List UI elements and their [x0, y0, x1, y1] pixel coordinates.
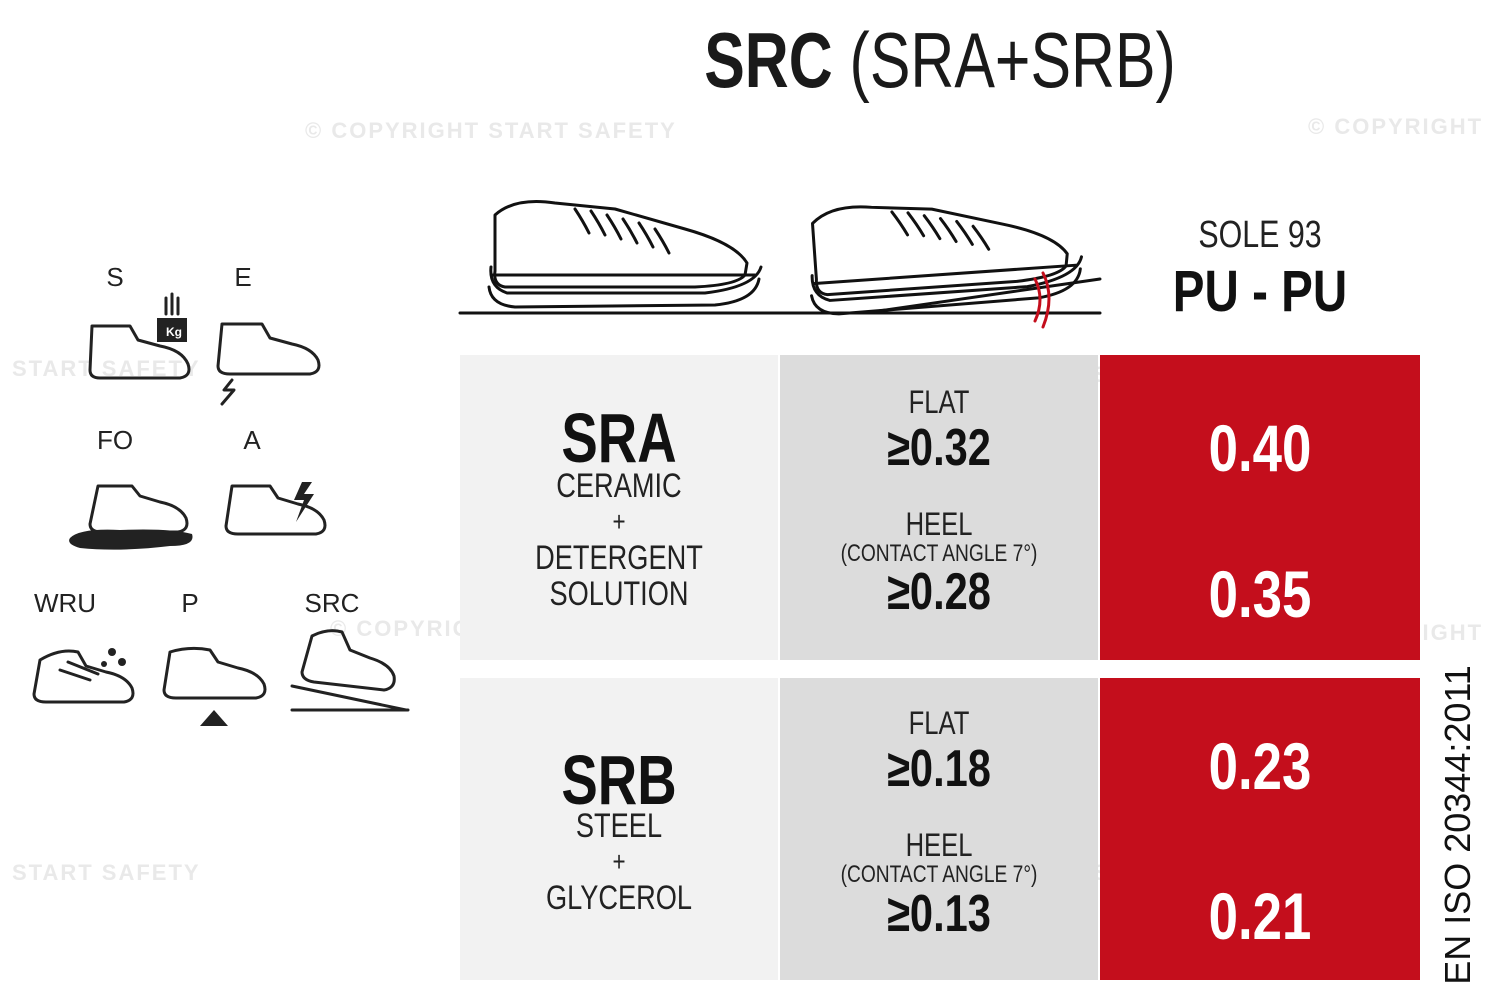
heel-energy-shoe-icon: [216, 322, 321, 406]
sra-result-cell: [1100, 355, 1420, 660]
sra-surface-cell: [460, 355, 778, 660]
icon-label-p: P: [181, 588, 199, 618]
sole-test-illustration: [458, 200, 1102, 329]
icon-label-fo: FO: [96, 425, 134, 455]
sra-heel-note: (CONTACT ANGLE 7°): [840, 540, 1038, 567]
title-sub: (SRA+SRB): [849, 16, 1176, 104]
sra-surface-line: SOLUTION: [549, 575, 689, 613]
watermark-copyright: © COPYRIGHT: [1308, 114, 1484, 139]
svg-text:Kg: Kg: [166, 325, 182, 339]
sole-label: SOLE 93: [1198, 214, 1322, 256]
slope-line: [863, 277, 1102, 315]
slip-resistance-shoe-icon: [290, 629, 410, 712]
icon-label-s: S: [106, 262, 124, 292]
sra-flat-min: ≥0.32: [887, 419, 991, 477]
sra-requirement-cell: [780, 355, 1098, 660]
fuel-oil-shoe-icon: [69, 484, 193, 550]
title-main: SRC: [704, 16, 833, 104]
sra-heel-min: ≥0.28: [887, 563, 991, 621]
srb-flat-min: ≥0.18: [887, 740, 991, 798]
srb-requirement-cell: [780, 678, 1098, 980]
srb-surface-line: +: [612, 846, 626, 877]
watermark-copyright: © COPYRIGHT START SAFETY: [305, 118, 677, 143]
shoe-heel-icon: [810, 205, 1083, 316]
sra-flat-result: 0.40: [1208, 411, 1312, 485]
srb-name: SRB: [561, 741, 677, 819]
watermark-brand: START SAFETY: [12, 860, 201, 885]
sra-heel-label: HEEL: [905, 506, 973, 542]
shoe-flat-icon: [487, 200, 763, 309]
icon-label-src: SRC: [304, 588, 360, 618]
puncture-shoe-icon: [162, 646, 267, 726]
sra-surface-line: +: [612, 506, 626, 537]
standard-reference: EN ISO 20344:2011: [1428, 660, 1488, 990]
srb-heel-note: (CONTACT ANGLE 7°): [840, 861, 1038, 888]
sra-name: SRA: [561, 399, 677, 477]
srb-flat-label: FLAT: [908, 705, 970, 741]
sra-surface-line: DETERGENT: [535, 539, 703, 577]
sra-flat-label: FLAT: [908, 384, 970, 420]
antistatic-shoe-icon: [224, 482, 327, 536]
icon-label-e: E: [234, 262, 252, 292]
sra-heel-result: 0.35: [1208, 557, 1312, 631]
icon-label-wru: WRU: [33, 588, 97, 618]
sra-surface-line: CERAMIC: [556, 467, 682, 505]
standard-text: EN ISO 20344:2011: [1437, 665, 1478, 985]
srb-heel-min: ≥0.13: [887, 885, 991, 943]
toe-impact-shoe-icon: Kg: [88, 292, 191, 380]
srb-surface-line: GLYCEROL: [545, 879, 693, 917]
page-title: SRC (SRA+SRB): [675, 10, 1205, 110]
srb-surface-line: STEEL: [575, 807, 663, 845]
srb-heel-label: HEEL: [905, 827, 973, 863]
srb-result-cell: [1100, 678, 1420, 980]
slip-mark-icon: [1033, 271, 1051, 329]
srb-surface-cell: [460, 678, 778, 980]
srb-flat-result: 0.23: [1208, 729, 1312, 803]
icon-legend: Kg: [32, 292, 410, 726]
srb-heel-result: 0.21: [1208, 879, 1312, 953]
water-resistant-shoe-icon: [32, 648, 135, 704]
sole-value: PU - PU: [1172, 259, 1348, 324]
icon-label-a: A: [243, 425, 261, 455]
